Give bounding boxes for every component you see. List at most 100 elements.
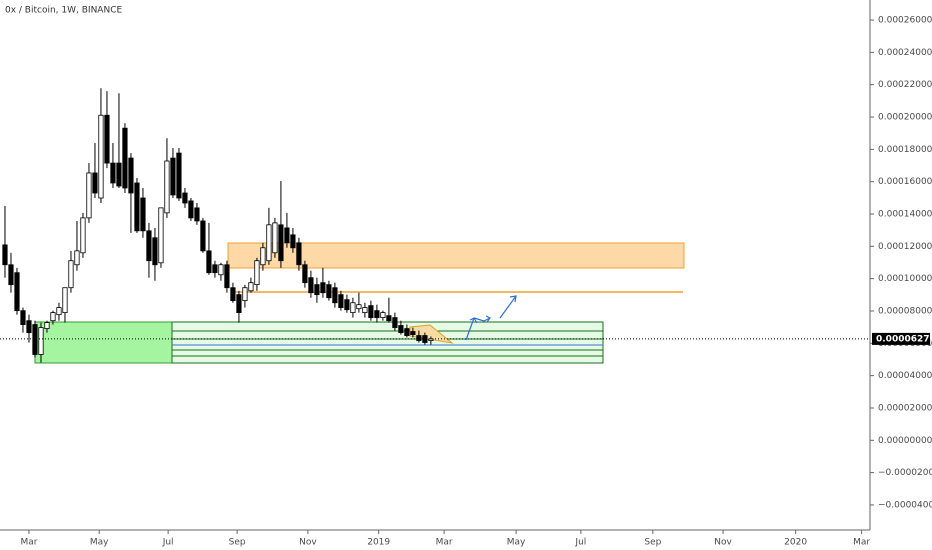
candle-body bbox=[374, 310, 380, 319]
resistance-zone bbox=[227, 242, 685, 269]
candle-body bbox=[32, 324, 38, 355]
candle-body bbox=[278, 224, 284, 262]
candle-body bbox=[74, 250, 80, 266]
candle-body bbox=[116, 162, 122, 187]
x-tick-label: Mar bbox=[20, 538, 37, 548]
x-tick-label: May bbox=[90, 538, 109, 548]
y-tick-label: 0.00002000 bbox=[878, 403, 932, 413]
chart-title: 0x / Bitcoin, 1W, BINANCE bbox=[5, 6, 122, 16]
candle-body bbox=[152, 237, 158, 266]
x-tick-label: Mar bbox=[436, 538, 453, 548]
x-tick-label: Sep bbox=[229, 538, 246, 548]
candle-body bbox=[188, 200, 194, 219]
y-tick-label: 0.00008000 bbox=[878, 306, 932, 316]
x-tick-label: Jul bbox=[162, 538, 174, 548]
candle-body bbox=[62, 287, 68, 314]
x-tick-label: Nov bbox=[714, 538, 732, 548]
y-tick-label: 0.00016000 bbox=[878, 177, 932, 187]
candle-body bbox=[338, 294, 344, 308]
candle-body bbox=[380, 312, 386, 319]
candle-body bbox=[344, 299, 350, 311]
candle-body bbox=[164, 160, 170, 214]
candle-body bbox=[80, 217, 86, 254]
last-price-tag bbox=[872, 332, 930, 345]
y-tick-label: 0.00014000 bbox=[878, 210, 932, 220]
candle-body bbox=[236, 294, 242, 314]
candle-body bbox=[128, 157, 134, 194]
candle-body bbox=[8, 264, 14, 286]
candle-body bbox=[218, 264, 224, 276]
x-tick-label: Jul bbox=[574, 538, 586, 548]
candle-body bbox=[230, 287, 236, 302]
candle-body bbox=[68, 260, 74, 289]
candle-body bbox=[392, 317, 398, 329]
candle-body bbox=[20, 310, 26, 325]
candle-body bbox=[206, 250, 212, 274]
x-tick-label: 2019 bbox=[367, 538, 390, 548]
y-tick-label: 0.00000000 bbox=[878, 436, 932, 446]
y-tick-label: −0.00004000 bbox=[878, 500, 932, 510]
candle-body bbox=[56, 307, 62, 316]
x-tick-label: Nov bbox=[299, 538, 317, 548]
candle-body bbox=[14, 272, 20, 312]
last-price-label: 0.00006273 bbox=[876, 334, 932, 344]
candle-body bbox=[332, 287, 338, 304]
candle-body bbox=[98, 114, 104, 199]
drawings bbox=[34, 242, 685, 364]
candle-body bbox=[290, 234, 296, 249]
y-tick-label: 0.00020000 bbox=[878, 113, 932, 123]
candle-body bbox=[284, 227, 290, 244]
candle-body bbox=[194, 207, 200, 222]
candle-body bbox=[182, 192, 188, 204]
candle-body bbox=[308, 277, 314, 294]
candle-body bbox=[104, 114, 110, 164]
y-tick-label: −0.00002000 bbox=[878, 468, 932, 478]
candle-body bbox=[134, 182, 140, 232]
candle-body bbox=[422, 335, 428, 343]
candle-body bbox=[254, 260, 260, 286]
x-tick-label: Mar bbox=[853, 538, 870, 548]
y-tick-label: 0.00004000 bbox=[878, 371, 932, 381]
candle-body bbox=[404, 328, 410, 336]
candle-body bbox=[386, 315, 392, 322]
candle-body bbox=[158, 207, 164, 264]
y-tick-label: 0.00022000 bbox=[878, 80, 932, 90]
candle-body bbox=[122, 127, 128, 189]
candle-body bbox=[260, 247, 266, 266]
candle-body bbox=[302, 264, 308, 284]
y-tick-label: 0.00026000 bbox=[878, 16, 932, 26]
candle-body bbox=[362, 307, 368, 314]
candle-body bbox=[26, 320, 32, 334]
x-tick-label: Sep bbox=[644, 538, 661, 548]
candle-body bbox=[320, 282, 326, 294]
candle-body bbox=[242, 287, 248, 302]
candle-body bbox=[410, 331, 416, 335]
support-zone bbox=[34, 321, 173, 364]
y-tick-label: 0.00018000 bbox=[878, 145, 932, 155]
candle-body bbox=[110, 162, 116, 184]
candle-body bbox=[416, 335, 422, 341]
candle-body bbox=[86, 172, 92, 219]
candle-body bbox=[356, 304, 362, 310]
candle-body bbox=[44, 322, 50, 330]
candle-body bbox=[368, 305, 374, 319]
y-tick-label: 0.00012000 bbox=[878, 242, 932, 252]
projection-arrows bbox=[465, 295, 517, 341]
candle-body bbox=[398, 325, 404, 334]
y-tick-label: 0.00010000 bbox=[878, 274, 932, 284]
candle-body bbox=[224, 264, 230, 289]
candle-body bbox=[50, 312, 56, 322]
candle-body bbox=[92, 172, 98, 194]
x-tick-label: 2020 bbox=[784, 538, 807, 548]
candle-body bbox=[314, 284, 320, 296]
x-tick-label: May bbox=[507, 538, 526, 548]
candle-body bbox=[272, 222, 278, 254]
candle-body bbox=[248, 282, 254, 292]
candle-body bbox=[266, 224, 272, 262]
candle-body bbox=[2, 244, 8, 266]
candle-body bbox=[296, 242, 302, 266]
candle-body bbox=[146, 230, 152, 262]
support-grid bbox=[171, 321, 604, 364]
